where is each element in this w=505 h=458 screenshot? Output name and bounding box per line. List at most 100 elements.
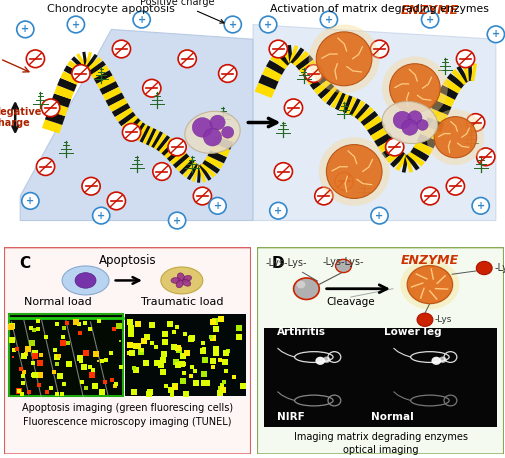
Point xyxy=(132,366,140,374)
Point xyxy=(98,388,106,395)
Polygon shape xyxy=(262,67,282,82)
Polygon shape xyxy=(330,91,343,109)
Polygon shape xyxy=(164,143,180,159)
Text: +: + xyxy=(476,201,484,211)
Point xyxy=(53,321,61,328)
Polygon shape xyxy=(122,115,138,130)
Polygon shape xyxy=(467,63,472,81)
Point xyxy=(133,343,141,350)
Point xyxy=(162,383,170,390)
Polygon shape xyxy=(298,60,317,75)
Polygon shape xyxy=(274,49,290,65)
Polygon shape xyxy=(82,52,88,70)
Polygon shape xyxy=(205,155,223,169)
Circle shape xyxy=(431,357,440,365)
Point xyxy=(117,363,125,371)
Point xyxy=(76,329,84,337)
Polygon shape xyxy=(84,54,97,71)
Polygon shape xyxy=(446,73,464,89)
Polygon shape xyxy=(348,98,360,116)
Point xyxy=(202,379,210,387)
Point xyxy=(198,348,206,355)
Point xyxy=(8,336,16,343)
Point xyxy=(167,386,175,393)
Circle shape xyxy=(17,21,34,38)
Circle shape xyxy=(399,260,459,310)
Circle shape xyxy=(322,356,330,363)
Polygon shape xyxy=(64,65,82,79)
Circle shape xyxy=(296,281,305,288)
Point xyxy=(34,325,42,333)
FancyBboxPatch shape xyxy=(125,314,245,396)
Polygon shape xyxy=(213,136,233,150)
Circle shape xyxy=(92,207,110,224)
Polygon shape xyxy=(413,141,432,155)
Point xyxy=(192,379,200,387)
Point xyxy=(170,344,178,351)
Point xyxy=(161,330,169,337)
Ellipse shape xyxy=(182,279,190,286)
Point xyxy=(238,382,246,389)
Polygon shape xyxy=(145,128,156,146)
Point xyxy=(18,391,26,398)
Circle shape xyxy=(203,128,221,146)
Point xyxy=(94,358,102,365)
Point xyxy=(50,347,59,354)
Point xyxy=(28,360,36,367)
Text: Normal: Normal xyxy=(371,412,414,422)
Circle shape xyxy=(112,40,130,58)
Circle shape xyxy=(224,16,241,33)
Point xyxy=(88,372,96,379)
Circle shape xyxy=(26,50,44,68)
Polygon shape xyxy=(345,97,356,114)
Point xyxy=(179,352,187,360)
FancyBboxPatch shape xyxy=(257,247,503,454)
Polygon shape xyxy=(438,85,458,100)
Circle shape xyxy=(389,64,439,113)
Point xyxy=(160,350,168,358)
Point xyxy=(75,354,83,361)
Point xyxy=(217,316,225,323)
Circle shape xyxy=(326,145,381,198)
Point xyxy=(78,379,86,386)
Point xyxy=(30,350,38,357)
Point xyxy=(166,321,174,328)
Circle shape xyxy=(178,50,196,68)
FancyBboxPatch shape xyxy=(9,314,122,396)
Polygon shape xyxy=(456,65,469,83)
Point xyxy=(167,386,175,393)
Text: -Lys-Lys-: -Lys-Lys- xyxy=(266,258,317,281)
Polygon shape xyxy=(125,118,141,133)
Point xyxy=(7,323,15,330)
Point xyxy=(143,333,151,340)
Polygon shape xyxy=(423,117,443,132)
Point xyxy=(53,361,61,368)
Point xyxy=(166,320,174,327)
Point xyxy=(43,388,51,396)
Point xyxy=(80,320,88,327)
Polygon shape xyxy=(416,133,436,148)
Text: Fluorescence microscopy imaging (TUNEL): Fluorescence microscopy imaging (TUNEL) xyxy=(23,417,231,427)
Text: +: + xyxy=(21,24,29,34)
Polygon shape xyxy=(200,162,216,178)
Text: D: D xyxy=(271,256,284,271)
Polygon shape xyxy=(207,150,226,164)
Point xyxy=(111,380,119,387)
Point xyxy=(35,360,43,367)
Polygon shape xyxy=(280,46,292,64)
Polygon shape xyxy=(191,164,200,182)
Polygon shape xyxy=(86,57,102,72)
Circle shape xyxy=(293,278,319,300)
Polygon shape xyxy=(354,104,369,120)
Point xyxy=(15,387,23,395)
Point xyxy=(94,317,103,325)
Polygon shape xyxy=(385,148,403,164)
Point xyxy=(86,364,94,371)
Circle shape xyxy=(221,126,233,138)
Polygon shape xyxy=(442,79,461,93)
Circle shape xyxy=(445,177,464,195)
Polygon shape xyxy=(118,112,136,126)
Polygon shape xyxy=(404,155,412,173)
Ellipse shape xyxy=(184,111,240,153)
Point xyxy=(64,339,72,347)
